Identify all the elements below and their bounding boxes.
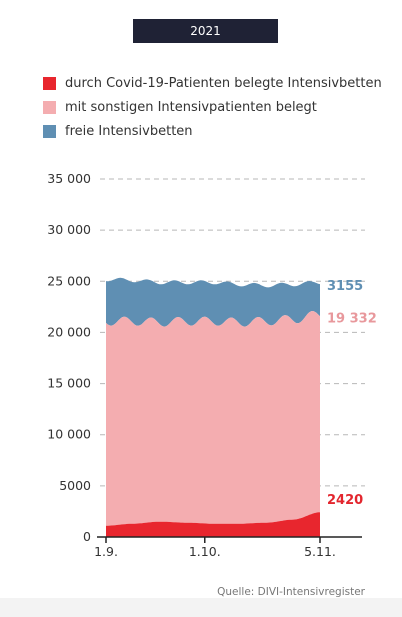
legend-item-other: mit sonstigen Intensivpatienten belegt xyxy=(43,95,382,119)
y-tick-label: 5000 xyxy=(59,478,91,493)
end-label-free: 3155 xyxy=(327,279,363,294)
legend-swatch-covid xyxy=(43,76,56,90)
x-tick-label: 1.9. xyxy=(94,544,118,559)
legend-swatch-free xyxy=(43,124,56,138)
x-tick-label: 1.10. xyxy=(189,544,221,559)
y-tick-label: 25 000 xyxy=(47,273,91,288)
area-free-beds xyxy=(106,277,320,327)
y-tick-label: 0 xyxy=(83,529,91,544)
legend-swatch-other xyxy=(43,100,56,114)
y-tick-label: 15 000 xyxy=(47,376,91,391)
legend-label-free: freie Intensivbetten xyxy=(65,123,193,139)
legend-label-covid: durch Covid-19-Patienten belegte Intensi… xyxy=(65,75,382,91)
y-tick-label: 35 000 xyxy=(47,171,91,186)
x-tick-label: 5.11. xyxy=(304,544,336,559)
bottom-band xyxy=(0,598,402,617)
legend: durch Covid-19-Patienten belegte Intensi… xyxy=(43,71,382,143)
y-tick-label: 10 000 xyxy=(47,427,91,442)
legend-item-free: freie Intensivbetten xyxy=(43,119,382,143)
legend-item-covid: durch Covid-19-Patienten belegte Intensi… xyxy=(43,71,382,95)
year-tab-label: 2021 xyxy=(190,24,221,38)
source-note: Quelle: DIVI-Intensivregister xyxy=(217,586,365,598)
year-tab[interactable]: 2021 xyxy=(133,19,278,43)
y-tick-label: 30 000 xyxy=(47,222,91,237)
end-label-covid: 2420 xyxy=(327,493,363,508)
y-tick-label: 20 000 xyxy=(47,324,91,339)
legend-label-other: mit sonstigen Intensivpatienten belegt xyxy=(65,99,317,115)
end-label-other: 19 332 xyxy=(327,311,377,326)
area-covid-patients xyxy=(106,512,320,537)
area-other-patients xyxy=(106,311,320,526)
